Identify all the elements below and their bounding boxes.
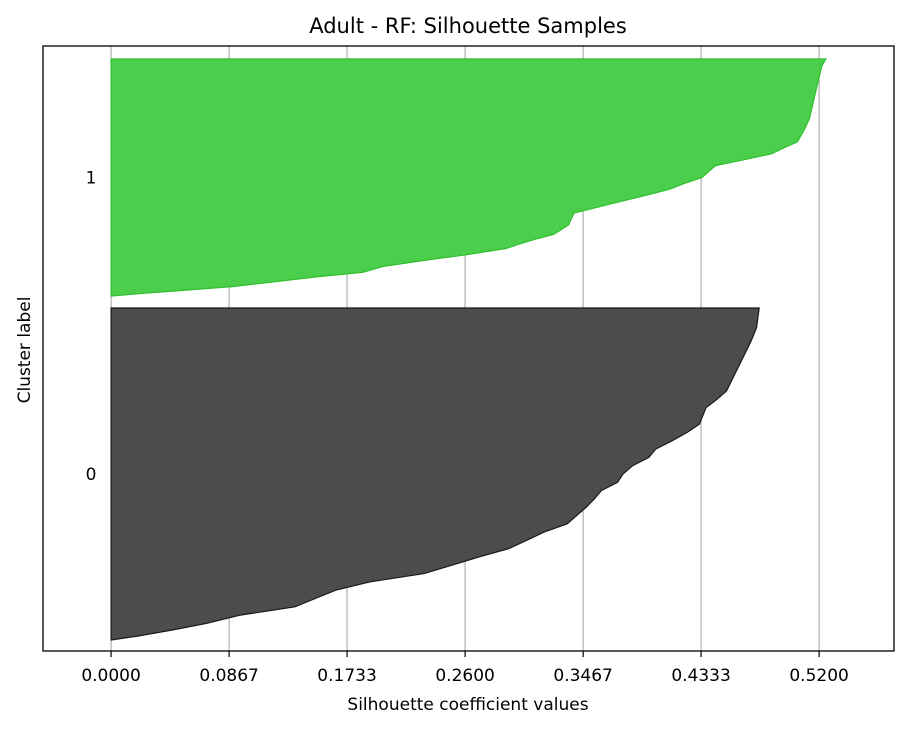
x-tick-label: 0.1733 [317, 666, 376, 686]
cluster-labels: 01 [86, 169, 97, 486]
silhouette-cluster-0 [110, 307, 760, 641]
x-ticks: 0.0000 0.0867 0.1733 0.2600 0.3467 0.4333 0.52… [81, 651, 849, 686]
x-tick-label: 0.0000 [81, 666, 140, 686]
x-axis-label: Silhouette coefficient values [347, 695, 588, 715]
x-tick-label: 0.2600 [435, 666, 494, 686]
plot-frame [42, 45, 895, 652]
x-tick-label: 0.3467 [553, 666, 612, 686]
x-tick-label: 0.5200 [789, 666, 848, 686]
x-tick-label: 0.4333 [671, 666, 730, 686]
cluster-layer [110, 58, 827, 641]
silhouette-cluster-1 [110, 58, 827, 297]
cluster-label-0: 0 [86, 465, 97, 485]
y-axis-label: Cluster label [15, 297, 35, 404]
chart-title: Adult - RF: Silhouette Samples [309, 14, 627, 38]
x-tick-label: 0.0867 [199, 666, 258, 686]
cluster-label-1: 1 [86, 169, 97, 189]
